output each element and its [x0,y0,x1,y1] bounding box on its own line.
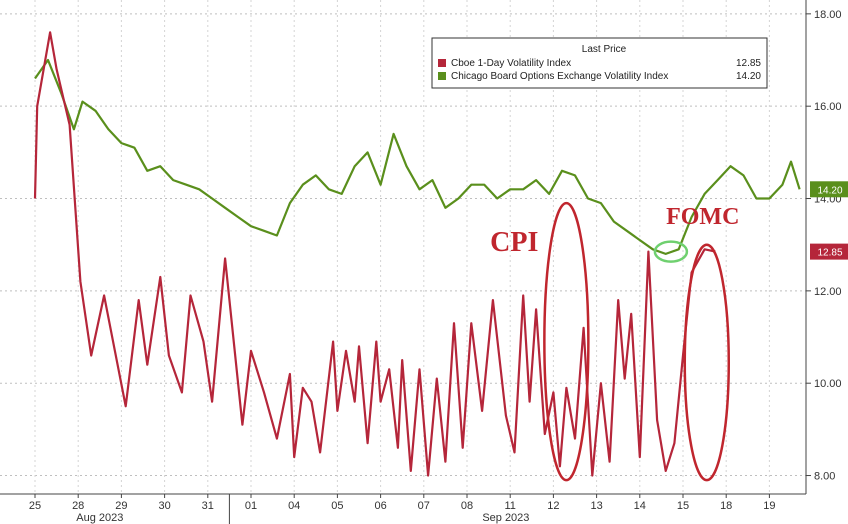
legend-swatch [438,72,446,80]
x-tick-label: 07 [418,500,430,512]
annotation-label: CPI [490,227,538,258]
gridlines [0,0,806,494]
x-tick-label: 14 [634,500,646,512]
y-tick-label: 12.00 [814,286,842,298]
x-month-label: Sep 2023 [482,512,529,524]
y-tick-label: 10.00 [814,378,842,390]
x-tick-label: 13 [590,500,602,512]
last-value-badges: 14.20 12.85 [810,181,848,260]
last-value-badge [810,181,848,198]
y-tick-label: 8.00 [814,471,835,483]
legend-entry-value: 14.20 [736,71,761,82]
x-tick-label: 30 [158,500,170,512]
annotation-layer: CPI FOMC [490,201,739,482]
y-tick-label: 18.00 [814,9,842,21]
x-tick-label: 29 [115,500,127,512]
series-layer [33,31,801,477]
annotation-ellipse [683,243,731,482]
last-value-label: 12.85 [817,248,842,259]
x-tick-label: 15 [677,500,689,512]
x-tick-label: 31 [202,500,214,512]
x-tick-label: 12 [547,500,559,512]
annotation-label: FOMC [666,204,739,230]
legend-entry-name: Chicago Board Options Exchange Volatilit… [451,71,668,82]
x-axis-ticks: 25 28 29 30 31 01 04 05 06 07 08 11 12 13 14 15 18 19 Aug … [29,494,776,524]
last-value-label: 14.20 [817,185,842,196]
x-tick-label: 11 [504,500,515,512]
series-line-1 [33,31,716,477]
x-tick-label: 18 [720,500,732,512]
x-tick-label: 08 [461,500,473,512]
last-value-badge [810,243,848,260]
annotation-ellipse [543,201,590,482]
y-tick-label: 16.00 [814,101,842,113]
legend-entry-name: Cboe 1-Day Volatility Index [451,58,571,69]
legend-entry-value: 12.85 [736,58,761,69]
x-month-label: Aug 2023 [76,512,123,524]
x-tick-label: 04 [288,500,300,512]
x-tick-label: 25 [29,500,41,512]
annotation-ellipse-small [653,240,689,263]
x-tick-label: 01 [245,500,257,512]
x-tick-label: 19 [763,500,775,512]
x-tick-label: 06 [374,500,386,512]
legend-box [431,37,768,89]
x-tick-label: 05 [331,500,343,512]
x-tick-label: 28 [72,500,84,512]
legend-swatch [438,59,446,67]
legend: Last Price Cboe 1-Day Volatility Index 12.… [431,37,768,89]
legend-title: Last Price [582,44,627,55]
series-line-0 [34,58,801,255]
